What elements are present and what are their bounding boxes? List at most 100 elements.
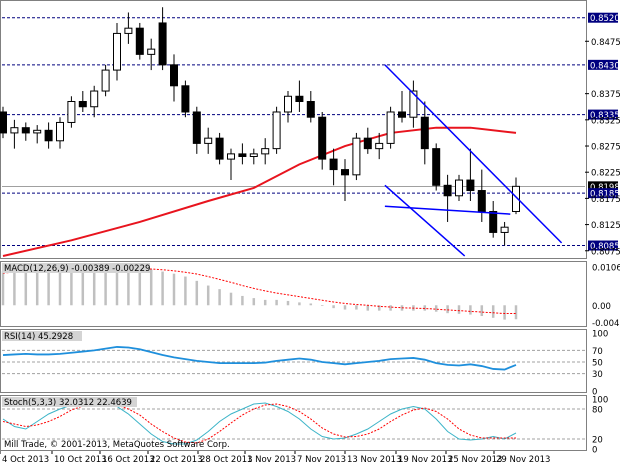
price-series bbox=[0, 7, 585, 257]
stoch-label-text: Stoch(5,3,3) 32.0312 22.4639 bbox=[4, 398, 132, 408]
candle-body bbox=[443, 184, 452, 197]
candle-body bbox=[181, 85, 190, 113]
candle-body bbox=[329, 158, 338, 171]
price-tick-label: 0.8275 bbox=[591, 143, 620, 153]
price-tick-label: 0.8335 bbox=[590, 111, 620, 121]
candle-body bbox=[466, 179, 475, 192]
price-tick-label: 0.8375 bbox=[591, 90, 620, 100]
time-tick-label: 10 Oct 2013 bbox=[54, 455, 107, 465]
time-tick-label: 22 Oct 2013 bbox=[150, 455, 203, 465]
rsi-line bbox=[2, 346, 517, 371]
price-tick-label: 0.8225 bbox=[591, 169, 620, 179]
level-price-tag bbox=[588, 59, 618, 70]
candle-body bbox=[227, 153, 235, 160]
level-price-tag bbox=[588, 188, 618, 199]
candle-body bbox=[386, 111, 395, 144]
price-panel[interactable] bbox=[0, 0, 587, 259]
candle-body bbox=[489, 210, 498, 233]
candle-body bbox=[101, 69, 110, 92]
current-price-tag bbox=[588, 181, 618, 192]
candle-body bbox=[341, 169, 349, 176]
copyright-text: Mill Trade, © 2001-2013, MetaQuotes Soft… bbox=[4, 440, 230, 450]
price-tick-label: 0.8125 bbox=[591, 221, 620, 231]
level-price-tag bbox=[588, 12, 618, 23]
candle-body bbox=[170, 64, 178, 87]
price-tick-label: 0.8325 bbox=[591, 116, 620, 126]
rsi-label: RSI(14) 45.2928 bbox=[2, 331, 82, 342]
candle-body bbox=[420, 116, 429, 150]
candle-body bbox=[192, 111, 201, 144]
candle-body bbox=[0, 111, 7, 134]
price-tick-label: 0.8175 bbox=[591, 195, 620, 205]
candle-body bbox=[33, 129, 42, 134]
channel-line bbox=[384, 184, 466, 257]
candle-body bbox=[238, 153, 247, 157]
candle-body bbox=[432, 148, 441, 186]
macd-tick-label: 0.00 bbox=[592, 302, 611, 312]
candle-body bbox=[318, 116, 327, 160]
rsi-tick-label: 100 bbox=[592, 330, 608, 340]
stoch-signal-line bbox=[2, 403, 516, 444]
stoch-tick-label: 0 bbox=[592, 446, 597, 456]
stoch-tick-label: 20 bbox=[592, 436, 603, 446]
candle-body bbox=[477, 190, 486, 212]
time-tick-label: 13 Nov 2013 bbox=[347, 455, 401, 465]
time-tick-label: 4 Oct 2013 bbox=[2, 455, 49, 465]
time-tick-label: 25 Nov 2013 bbox=[448, 455, 502, 465]
candle-body bbox=[44, 129, 53, 142]
time-tick-label: 1 Nov 2013 bbox=[247, 455, 296, 465]
candle-body bbox=[398, 111, 406, 118]
macd-tick-label: -0.00484 bbox=[592, 319, 620, 329]
candle-body bbox=[363, 137, 372, 150]
candle-body bbox=[295, 95, 304, 103]
macd-label-text: MACD(12,26,9) -0.00389 -0.00229 bbox=[4, 264, 150, 274]
candle-body bbox=[56, 121, 64, 142]
time-tick-label: 28 Oct 2013 bbox=[200, 455, 253, 465]
stoch-tick-label: 100 bbox=[592, 396, 608, 406]
rsi-tick-label: 0 bbox=[592, 388, 597, 398]
candle-body bbox=[113, 32, 121, 71]
candle-body bbox=[90, 90, 99, 108]
level-price-tag bbox=[588, 109, 618, 120]
candle-body bbox=[135, 27, 144, 55]
candle-body bbox=[204, 137, 213, 144]
price-tick-label: 0.8520 bbox=[590, 14, 620, 24]
candle-body bbox=[409, 90, 418, 118]
candle-body bbox=[352, 137, 361, 176]
rsi-panel[interactable] bbox=[0, 329, 587, 393]
candle-body bbox=[124, 27, 133, 34]
time-tick-label: 16 Oct 2013 bbox=[102, 455, 155, 465]
time-tick-label: 7 Nov 2013 bbox=[297, 455, 346, 465]
price-tick-label: 0.8475 bbox=[591, 38, 620, 48]
candle-body bbox=[306, 101, 315, 118]
price-tick-label: 0.8198 bbox=[590, 183, 620, 193]
macd-series bbox=[1, 267, 518, 320]
candle-body bbox=[158, 22, 167, 66]
price-tick-label: 0.8075 bbox=[591, 247, 620, 257]
level-price-tag bbox=[588, 240, 618, 251]
candle-body bbox=[147, 48, 156, 55]
candle-body bbox=[261, 148, 270, 155]
time-tick-label: 29 Nov 2013 bbox=[496, 455, 550, 465]
candle-body bbox=[215, 137, 224, 160]
candle-body bbox=[512, 185, 520, 212]
candle-body bbox=[10, 127, 19, 134]
macd-tick-label: 0.01062 bbox=[592, 264, 620, 274]
candle-body bbox=[375, 142, 384, 150]
channel-line bbox=[384, 205, 511, 215]
candle-body bbox=[21, 127, 30, 134]
rsi-tick-label: 30 bbox=[592, 370, 603, 380]
indicator-axes: 0.010620.00-0.00484100705030010080200 bbox=[592, 264, 620, 456]
rsi-tick-label: 70 bbox=[592, 347, 603, 357]
rsi-tick-label: 50 bbox=[592, 359, 603, 369]
stoch-label: Stoch(5,3,3) 32.0312 22.4639 bbox=[2, 397, 137, 408]
price-tick-label: 0.8430 bbox=[590, 61, 620, 71]
candle-body bbox=[500, 226, 509, 233]
candle-body bbox=[78, 101, 87, 108]
rsi-series bbox=[2, 346, 585, 375]
candle-body bbox=[284, 95, 292, 113]
candle-body bbox=[272, 111, 281, 150]
